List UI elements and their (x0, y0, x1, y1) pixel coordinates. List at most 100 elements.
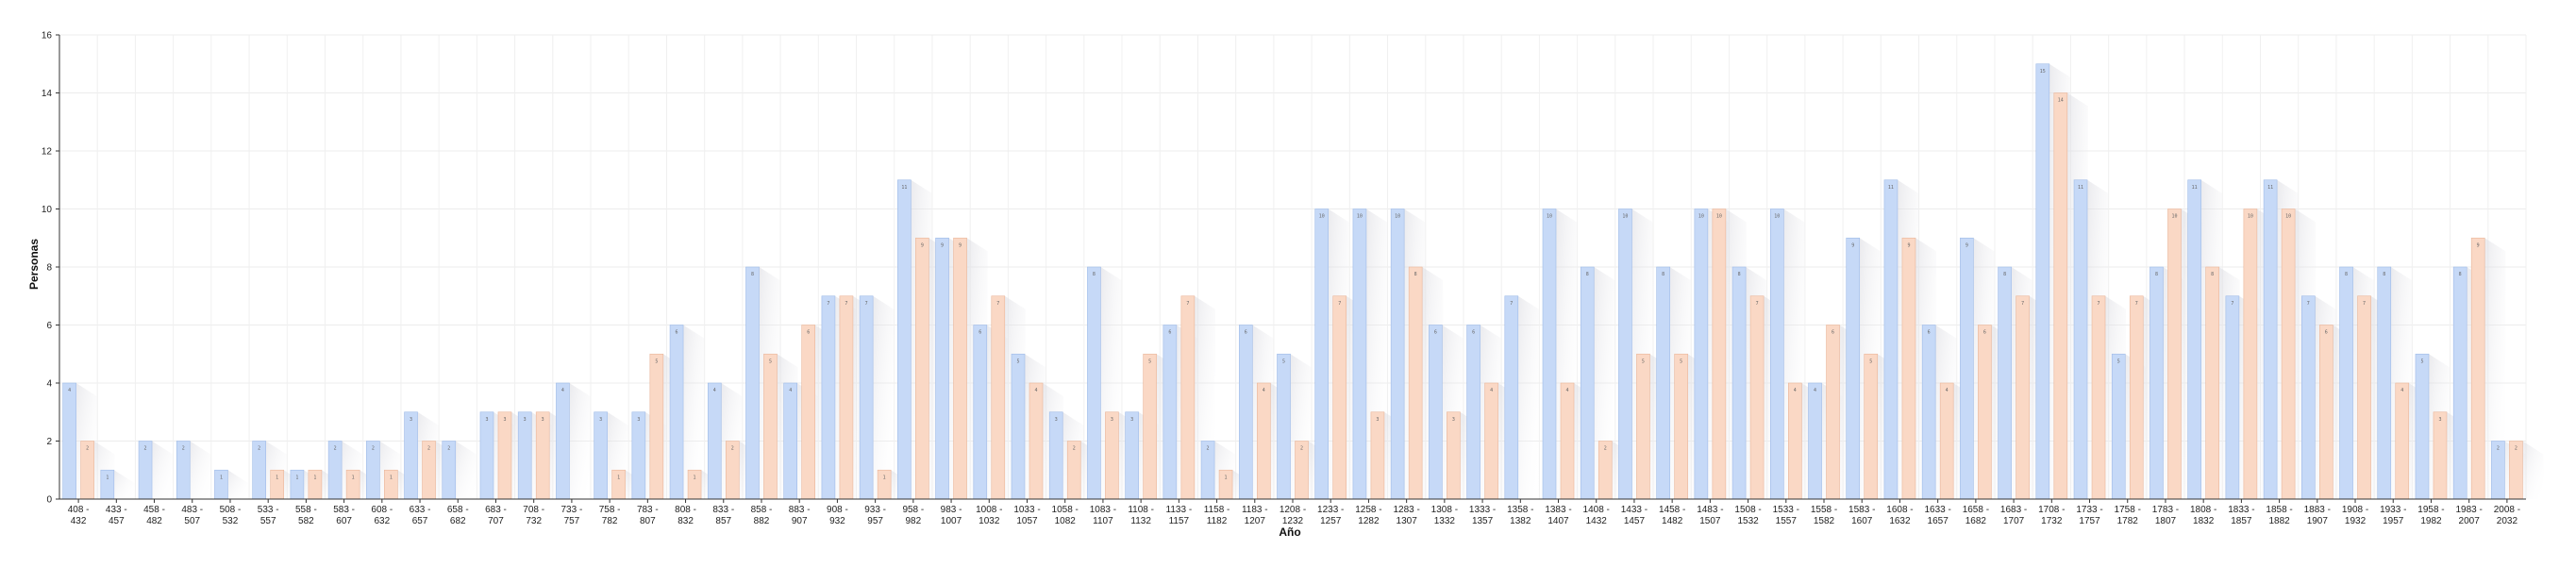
x-tick-label: 783 -807 (637, 505, 659, 526)
bar-value-label: 10 (1395, 214, 1400, 220)
y-tick-label: 10 (42, 205, 53, 215)
bar-series-1 (783, 382, 798, 500)
bar-value-label: 8 (2459, 272, 2462, 277)
bar-series-1 (2377, 266, 2392, 500)
bar-value-label: 5 (1680, 359, 1682, 364)
bar-value-label: 5 (1869, 359, 1872, 364)
bar-value-label: 7 (827, 301, 829, 307)
bar-value-label: 5 (2117, 359, 2120, 364)
x-tick-label: 533 -557 (258, 505, 279, 526)
bar-series-1 (2073, 179, 2088, 500)
x-tick-label: 1683 -1707 (2000, 505, 2027, 526)
bar-series-2 (839, 295, 854, 500)
bar-value-label: 7 (2307, 301, 2310, 307)
bar-series-1 (1163, 325, 1178, 500)
bar-value-label: 10 (1547, 214, 1552, 220)
bar-value-label: 3 (637, 417, 640, 423)
x-tick-label: 833 -857 (712, 505, 734, 526)
bar-value-label: 3 (1452, 417, 1455, 423)
bar-value-label: 2 (1300, 446, 1303, 452)
bar-value-label: 10 (2171, 214, 2177, 220)
x-tick-label: 1608 -1632 (1886, 505, 1913, 526)
bar-series-1 (1466, 325, 1480, 500)
x-tick-label: 633 -657 (410, 505, 431, 526)
bar-value-label: 6 (1832, 330, 1834, 336)
bar-value-label: 4 (1034, 388, 1037, 393)
bar-series-1 (1238, 325, 1253, 500)
bar-series-1 (2301, 295, 2316, 500)
bar-series-2 (2205, 266, 2219, 500)
bar-series-2 (1370, 411, 1385, 500)
bar-value-label: 6 (1928, 330, 1931, 336)
bar-series-1 (1580, 266, 1595, 500)
bar-series-2 (2395, 382, 2410, 500)
bar-value-label: 1 (106, 475, 109, 480)
bar-series-1 (2149, 266, 2164, 500)
bar-series-2 (1939, 382, 1954, 500)
bar-value-label: 11 (2078, 185, 2083, 191)
bar-series-2 (2167, 208, 2182, 500)
bar-series-1 (859, 295, 874, 500)
bar-value-label: 11 (1888, 185, 1894, 191)
bar-series-2 (2091, 295, 2106, 500)
x-tick-label: 1283 -1307 (1393, 505, 1419, 526)
bar-value-label: 3 (503, 417, 506, 423)
bar-value-label: 2 (1073, 446, 1076, 452)
x-tick-label: 558 -582 (295, 505, 317, 526)
bar-series-1 (897, 179, 912, 500)
bar-series-2 (1864, 353, 1879, 500)
bar-value-label: 5 (2420, 359, 2423, 364)
x-tick-label: 758 -782 (599, 505, 621, 526)
bar-series-1 (594, 411, 608, 500)
bar-series-1 (1011, 353, 1026, 500)
bar-value-label: 3 (485, 417, 488, 423)
bar-series-1 (1770, 208, 1784, 500)
bar-value-label: 3 (542, 417, 544, 423)
y-tick-label: 8 (46, 263, 52, 274)
bar-series-2 (649, 353, 664, 500)
bar-value-label: 4 (68, 388, 71, 393)
x-tick-label: 1208 -1232 (1280, 505, 1306, 526)
bar-value-label: 4 (713, 388, 716, 393)
x-tick-label: 1308 -1332 (1431, 505, 1458, 526)
x-tick-label: 808 -832 (675, 505, 696, 526)
x-tick-label: 1958 -1982 (2417, 505, 2444, 526)
bar-shadow (873, 295, 895, 499)
bar-value-label: 1 (220, 475, 223, 480)
y-axis-title: Personas (27, 239, 41, 290)
bar-shadow (190, 441, 211, 499)
bar-value-label: 3 (1111, 417, 1113, 423)
bar-value-label: 5 (1282, 359, 1285, 364)
bar-series-1 (1921, 325, 1936, 500)
bar-value-label: 7 (996, 301, 999, 307)
x-tick-label: 1808 -1832 (2190, 505, 2216, 526)
x-tick-label: 1058 -1082 (1052, 505, 1079, 526)
bar-value-label: 1 (883, 475, 886, 480)
bar-value-label: 9 (959, 242, 962, 248)
bar-value-label: 3 (524, 417, 527, 423)
bar-value-label: 6 (1168, 330, 1171, 336)
bar-value-label: 9 (2477, 242, 2480, 248)
x-tick-label: 983 -1007 (941, 505, 962, 526)
bar-value-label: 14 (2058, 98, 2064, 104)
bar-value-label: 2 (447, 446, 450, 452)
bar-value-label: 4 (1490, 388, 1493, 393)
bar-series-1 (1048, 411, 1063, 500)
bar-series-1 (2187, 179, 2201, 500)
x-tick-label: 1158 -1182 (1204, 505, 1230, 526)
bar-value-label: 11 (2192, 185, 2198, 191)
bar-series-1 (707, 382, 722, 500)
bar-value-label: 6 (1434, 330, 1437, 336)
bar-series-2 (2016, 295, 2030, 500)
x-tick-label: 1758 -1782 (2115, 505, 2141, 526)
x-tick-label: 1383 -1407 (1545, 505, 1571, 526)
x-tick-label: 1583 -1607 (1848, 505, 1875, 526)
bar-value-label: 10 (2285, 214, 2291, 220)
bar-shadow (2484, 238, 2506, 499)
x-tick-label: 1558 -1582 (1811, 505, 1837, 526)
x-tick-label: 1483 -1507 (1697, 505, 1723, 526)
x-tick-label: 458 -482 (143, 505, 165, 526)
bar-value-label: 4 (789, 388, 792, 393)
bar-series-1 (2225, 295, 2240, 500)
bar-series-1 (62, 382, 76, 500)
